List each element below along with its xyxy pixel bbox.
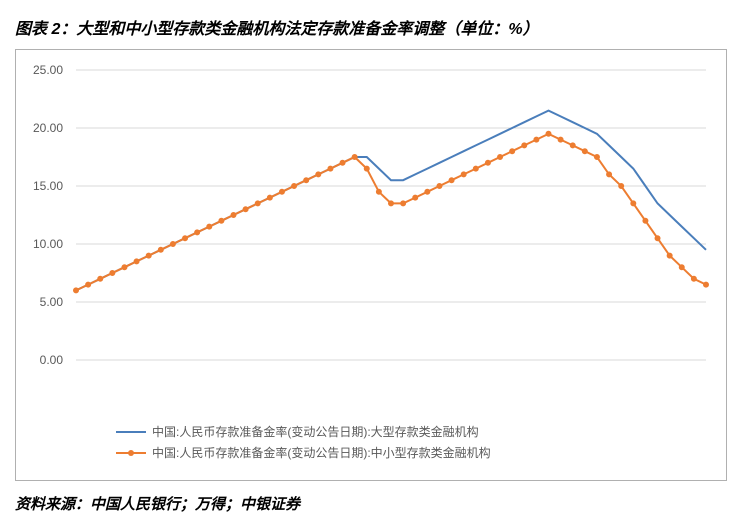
legend-label: 中国:人民币存款准备金率(变动公告日期):中小型存款类金融机构 xyxy=(152,444,491,461)
series-marker xyxy=(352,155,357,160)
series-marker xyxy=(183,236,188,241)
series-marker xyxy=(534,137,539,142)
y-tick-label: 5.00 xyxy=(40,295,63,309)
series-marker xyxy=(122,265,127,270)
chart-title: 图表 2：大型和中小型存款类金融机构法定存款准备金率调整（单位：%） xyxy=(15,15,740,39)
series-marker xyxy=(425,189,430,194)
chart-container: 0.00 5.00 10.00 15.00 20.00 25.00 中国:人民币存款准备金… xyxy=(15,49,727,481)
series-marker xyxy=(207,224,212,229)
y-tick-label: 15.00 xyxy=(33,179,63,193)
legend-swatch xyxy=(116,431,146,433)
series-marker xyxy=(316,172,321,177)
series-marker xyxy=(570,143,575,148)
y-tick-label: 20.00 xyxy=(33,121,63,135)
legend-item: 中国:人民币存款准备金率(变动公告日期):中小型存款类金融机构 xyxy=(116,444,636,461)
series-marker xyxy=(437,184,442,189)
y-tick-label: 10.00 xyxy=(33,237,63,251)
series-marker xyxy=(328,166,333,171)
series-marker xyxy=(679,265,684,270)
series-line-1 xyxy=(76,134,706,291)
series-marker xyxy=(170,242,175,247)
series-marker xyxy=(389,201,394,206)
series-marker xyxy=(607,172,612,177)
series-marker xyxy=(667,253,672,258)
series-marker xyxy=(461,172,466,177)
series-marker xyxy=(340,160,345,165)
legend-swatch xyxy=(116,452,146,454)
series-marker xyxy=(631,201,636,206)
y-axis: 0.005.0010.0015.0020.0025.00 xyxy=(16,70,71,360)
chart-svg xyxy=(76,70,706,360)
y-tick-label: 25.00 xyxy=(33,63,63,77)
series-marker xyxy=(401,201,406,206)
series-marker xyxy=(413,195,418,200)
series-marker xyxy=(376,189,381,194)
series-marker xyxy=(267,195,272,200)
series-marker xyxy=(195,230,200,235)
series-marker xyxy=(449,178,454,183)
series-marker xyxy=(255,201,260,206)
series-marker xyxy=(219,218,224,223)
series-marker xyxy=(146,253,151,258)
series-marker xyxy=(691,276,696,281)
series-marker xyxy=(279,189,284,194)
series-marker xyxy=(473,166,478,171)
series-marker xyxy=(704,282,709,287)
series-marker xyxy=(74,288,79,293)
series-marker xyxy=(522,143,527,148)
series-marker xyxy=(98,276,103,281)
series-marker xyxy=(558,137,563,142)
series-marker xyxy=(364,166,369,171)
series-marker xyxy=(594,155,599,160)
series-marker xyxy=(158,247,163,252)
series-marker xyxy=(134,259,139,264)
series-marker xyxy=(510,149,515,154)
series-marker xyxy=(546,131,551,136)
legend-marker-icon xyxy=(128,450,134,456)
series-marker xyxy=(619,184,624,189)
series-marker xyxy=(498,155,503,160)
series-marker xyxy=(485,160,490,165)
series-marker xyxy=(110,271,115,276)
legend-label: 中国:人民币存款准备金率(变动公告日期):大型存款类金融机构 xyxy=(152,423,479,440)
series-marker xyxy=(304,178,309,183)
series-marker xyxy=(643,218,648,223)
series-marker xyxy=(86,282,91,287)
series-marker xyxy=(243,207,248,212)
plot-area xyxy=(76,70,706,360)
legend-item: 中国:人民币存款准备金率(变动公告日期):大型存款类金融机构 xyxy=(116,423,636,440)
series-marker xyxy=(292,184,297,189)
source-text: 资料来源：中国人民银行；万得；中银证券 xyxy=(15,493,740,514)
legend: 中国:人民币存款准备金率(变动公告日期):大型存款类金融机构中国:人民币存款准备… xyxy=(116,419,636,465)
y-tick-label: 0.00 xyxy=(40,353,63,367)
series-marker xyxy=(655,236,660,241)
series-marker xyxy=(582,149,587,154)
series-marker xyxy=(231,213,236,218)
